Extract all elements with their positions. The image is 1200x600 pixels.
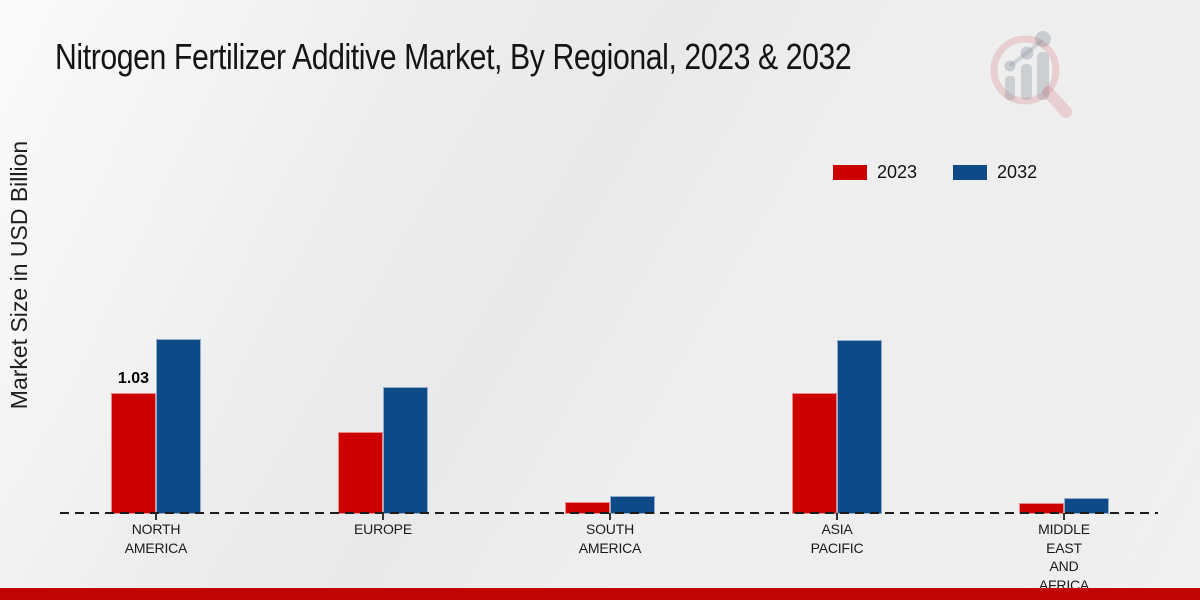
chart-title: Nitrogen Fertilizer Additive Market, By … (55, 36, 852, 77)
magnifier-bar-chart-logo-icon (990, 31, 1072, 118)
x-axis-tick-middle-east-and-africa (1063, 513, 1065, 520)
bar-2032-europe (383, 387, 428, 514)
legend-swatch-2023 (833, 165, 867, 180)
x-axis-label-south-america: SOUTH AMERICA (578, 521, 642, 556)
x-axis-tick-south-america (609, 513, 611, 520)
legend-item-2032: 2032 (953, 162, 1037, 183)
legend-item-2023: 2023 (833, 162, 917, 183)
bar-2023-north-america (111, 393, 156, 514)
x-axis-tick-asia-pacific (836, 513, 838, 520)
x-axis-label-middle-east-and-africa: MIDDLE EAST AND AFRICA (1038, 521, 1090, 593)
bar-2023-asia-pacific (792, 393, 837, 514)
footer-red-strip (0, 588, 1200, 600)
legend: 2023 2032 (833, 162, 1037, 183)
x-axis-label-europe: EUROPE (354, 521, 412, 537)
x-axis-tick-europe (382, 513, 384, 520)
x-axis-label-asia-pacific: ASIA PACIFIC (810, 521, 864, 556)
legend-swatch-2032 (953, 165, 988, 180)
x-axis-tick-north-america (155, 513, 157, 520)
value-label-north-america-2023: 1.03 (117, 370, 150, 387)
legend-label-2023: 2023 (877, 162, 918, 182)
bar-2023-europe (338, 432, 383, 514)
bar-2032-north-america (156, 339, 201, 514)
bar-2032-asia-pacific (837, 340, 882, 514)
x-axis-label-north-america: NORTH AMERICA (124, 521, 188, 556)
legend-label-2032: 2032 (997, 162, 1038, 182)
